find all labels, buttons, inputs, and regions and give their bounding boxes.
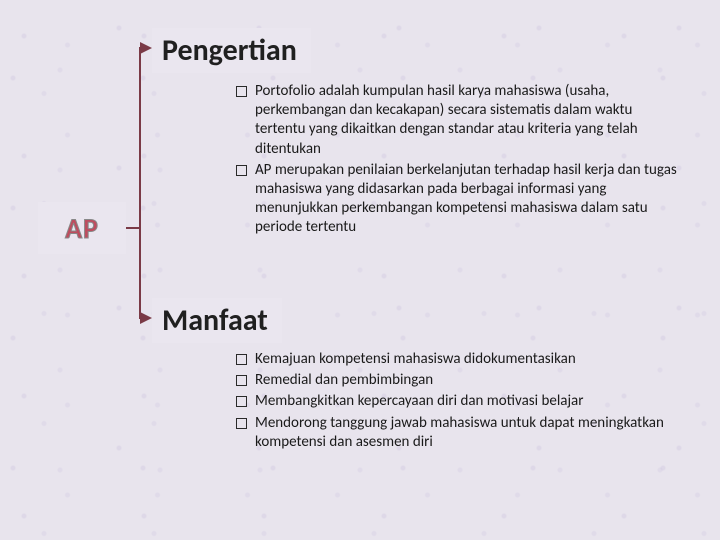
list-item: Kemajuan kompetensi mahasiswa didokument… (236, 350, 684, 369)
root-node: AP (38, 202, 126, 254)
bullet-text: Portofolio adalah kumpulan hasil karya m… (255, 82, 684, 159)
square-bullet-icon (236, 165, 247, 176)
connector-lines (0, 0, 720, 540)
square-bullet-icon (236, 396, 247, 407)
body-manfaat: Kemajuan kompetensi mahasiswa didokument… (236, 350, 684, 454)
heading-manfaat: Manfaat (152, 298, 282, 343)
bullet-text: Mendorong tanggung jawab mahasiswa untuk… (255, 414, 684, 452)
square-bullet-icon (236, 375, 247, 386)
list-item: Remedial dan pembimbingan (236, 371, 684, 390)
square-bullet-icon (236, 86, 247, 97)
list-item: Mendorong tanggung jawab mahasiswa untuk… (236, 414, 684, 452)
body-pengertian: Portofolio adalah kumpulan hasil karya m… (236, 82, 684, 240)
list-item: Portofolio adalah kumpulan hasil karya m… (236, 82, 684, 159)
heading-text: Manfaat (162, 302, 268, 339)
bullet-text: AP merupakan penilaian berkelanjutan ter… (255, 161, 684, 238)
square-bullet-icon (236, 418, 247, 429)
bullet-text: Membangkitkan kepercayaan diri dan motiv… (255, 392, 583, 411)
root-label: AP (65, 211, 99, 246)
heading-text: Pengertian (162, 32, 297, 69)
list-item: Membangkitkan kepercayaan diri dan motiv… (236, 392, 684, 411)
list-item: AP merupakan penilaian berkelanjutan ter… (236, 161, 684, 238)
square-bullet-icon (236, 354, 247, 365)
bullet-text: Remedial dan pembimbingan (255, 371, 433, 390)
heading-pengertian: Pengertian (152, 28, 311, 73)
bullet-text: Kemajuan kompetensi mahasiswa didokument… (255, 350, 576, 369)
